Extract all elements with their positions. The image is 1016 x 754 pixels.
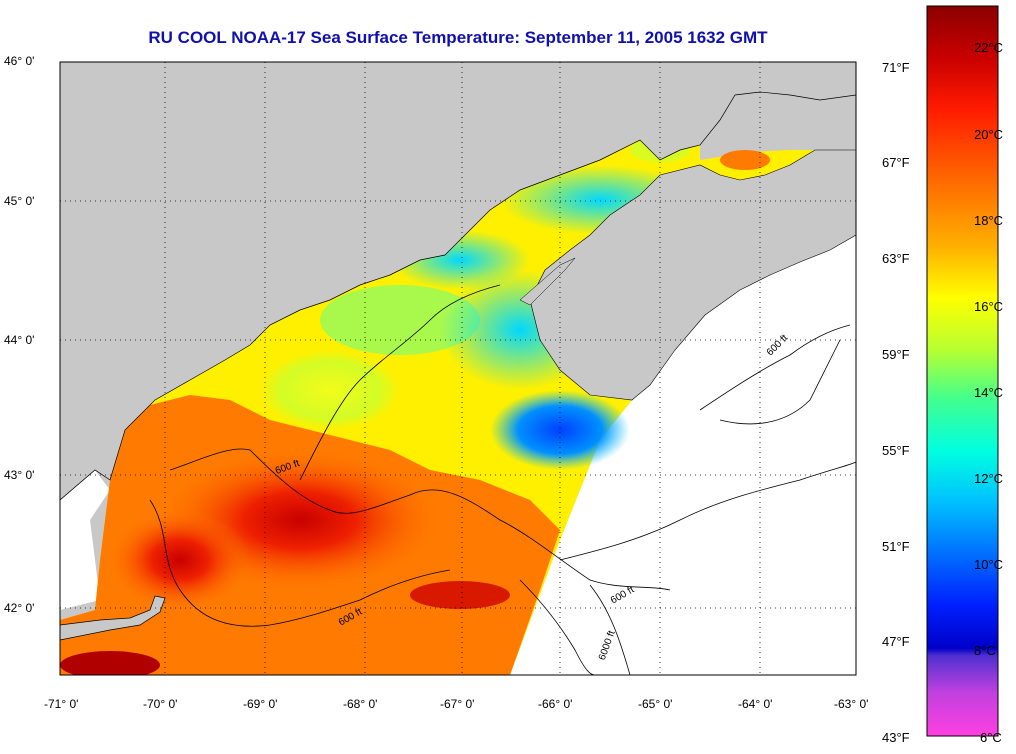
celsius-label-14: 14°C	[974, 385, 1004, 400]
lon-label-63: -63° 0'	[834, 697, 869, 711]
land-coastline	[60, 62, 856, 501]
lat-label-43: 43° 0'	[4, 468, 35, 482]
sst-warm-streak	[410, 581, 510, 609]
contour-600-a	[169, 448, 671, 591]
sst-cold-patch	[490, 390, 630, 470]
map-area	[60, 62, 856, 675]
sst-warm-core-west	[110, 510, 250, 610]
no-data-ocean	[510, 235, 856, 675]
celsius-label-6: 6°C	[980, 730, 1002, 745]
sst-yellow-patch	[260, 350, 400, 430]
contour-600-g	[559, 461, 856, 561]
sst-warm-south	[60, 651, 160, 675]
fahrenheit-label-63: 63°F	[882, 251, 910, 266]
contour-600-d	[519, 579, 596, 675]
lon-label-70: -70° 0'	[143, 697, 178, 711]
sst-basin-warm	[720, 150, 770, 170]
graticule	[60, 62, 856, 675]
celsius-label-18: 18°C	[974, 213, 1004, 228]
fahrenheit-label-51: 51°F	[882, 539, 910, 554]
bathymetry-contours	[149, 284, 856, 675]
contour-6000	[589, 584, 631, 675]
fahrenheit-label-71: 71°F	[882, 60, 910, 75]
celsius-label-16: 16°C	[974, 299, 1004, 314]
lon-label-66: -66° 0'	[538, 697, 573, 711]
contour-600-f	[719, 339, 841, 425]
celsius-label-22: 22°C	[974, 40, 1004, 55]
fahrenheit-label-47: 47°F	[882, 634, 910, 649]
land-digby-neck	[519, 257, 576, 306]
sst-green-patch	[320, 285, 480, 355]
celsius-label-8: 8°C	[974, 643, 996, 658]
contour-600-b	[149, 499, 451, 627]
lon-label-71: -71° 0'	[44, 697, 79, 711]
colorbar	[926, 5, 999, 737]
lat-label-45: 45° 0'	[4, 194, 35, 208]
celsius-label-12: 12°C	[974, 471, 1004, 486]
lat-label-46: 46° 0'	[4, 54, 35, 68]
lat-label-44: 44° 0'	[4, 333, 35, 347]
map-frame	[59, 61, 857, 676]
lon-label-65: -65° 0'	[638, 697, 673, 711]
fahrenheit-label-67: 67°F	[882, 155, 910, 170]
contour-600-c	[299, 284, 501, 481]
land-nova-scotia	[529, 149, 856, 401]
lon-label-68: -68° 0'	[343, 697, 378, 711]
celsius-label-20: 20°C	[974, 127, 1004, 142]
fahrenheit-label-43: 43°F	[882, 730, 910, 745]
contour-600-e	[699, 324, 851, 411]
no-data-coast	[60, 470, 110, 610]
land-cape-cod	[60, 595, 166, 641]
celsius-label-10: 10°C	[974, 557, 1004, 572]
fahrenheit-label-55: 55°F	[882, 443, 910, 458]
fahrenheit-label-59: 59°F	[882, 347, 910, 362]
lon-label-64: -64° 0'	[738, 697, 773, 711]
lon-label-67: -67° 0'	[440, 697, 475, 711]
map-title: RU COOL NOAA-17 Sea Surface Temperature:…	[148, 28, 768, 47]
lon-label-69: -69° 0'	[243, 697, 278, 711]
lat-label-42: 42° 0'	[4, 601, 35, 615]
